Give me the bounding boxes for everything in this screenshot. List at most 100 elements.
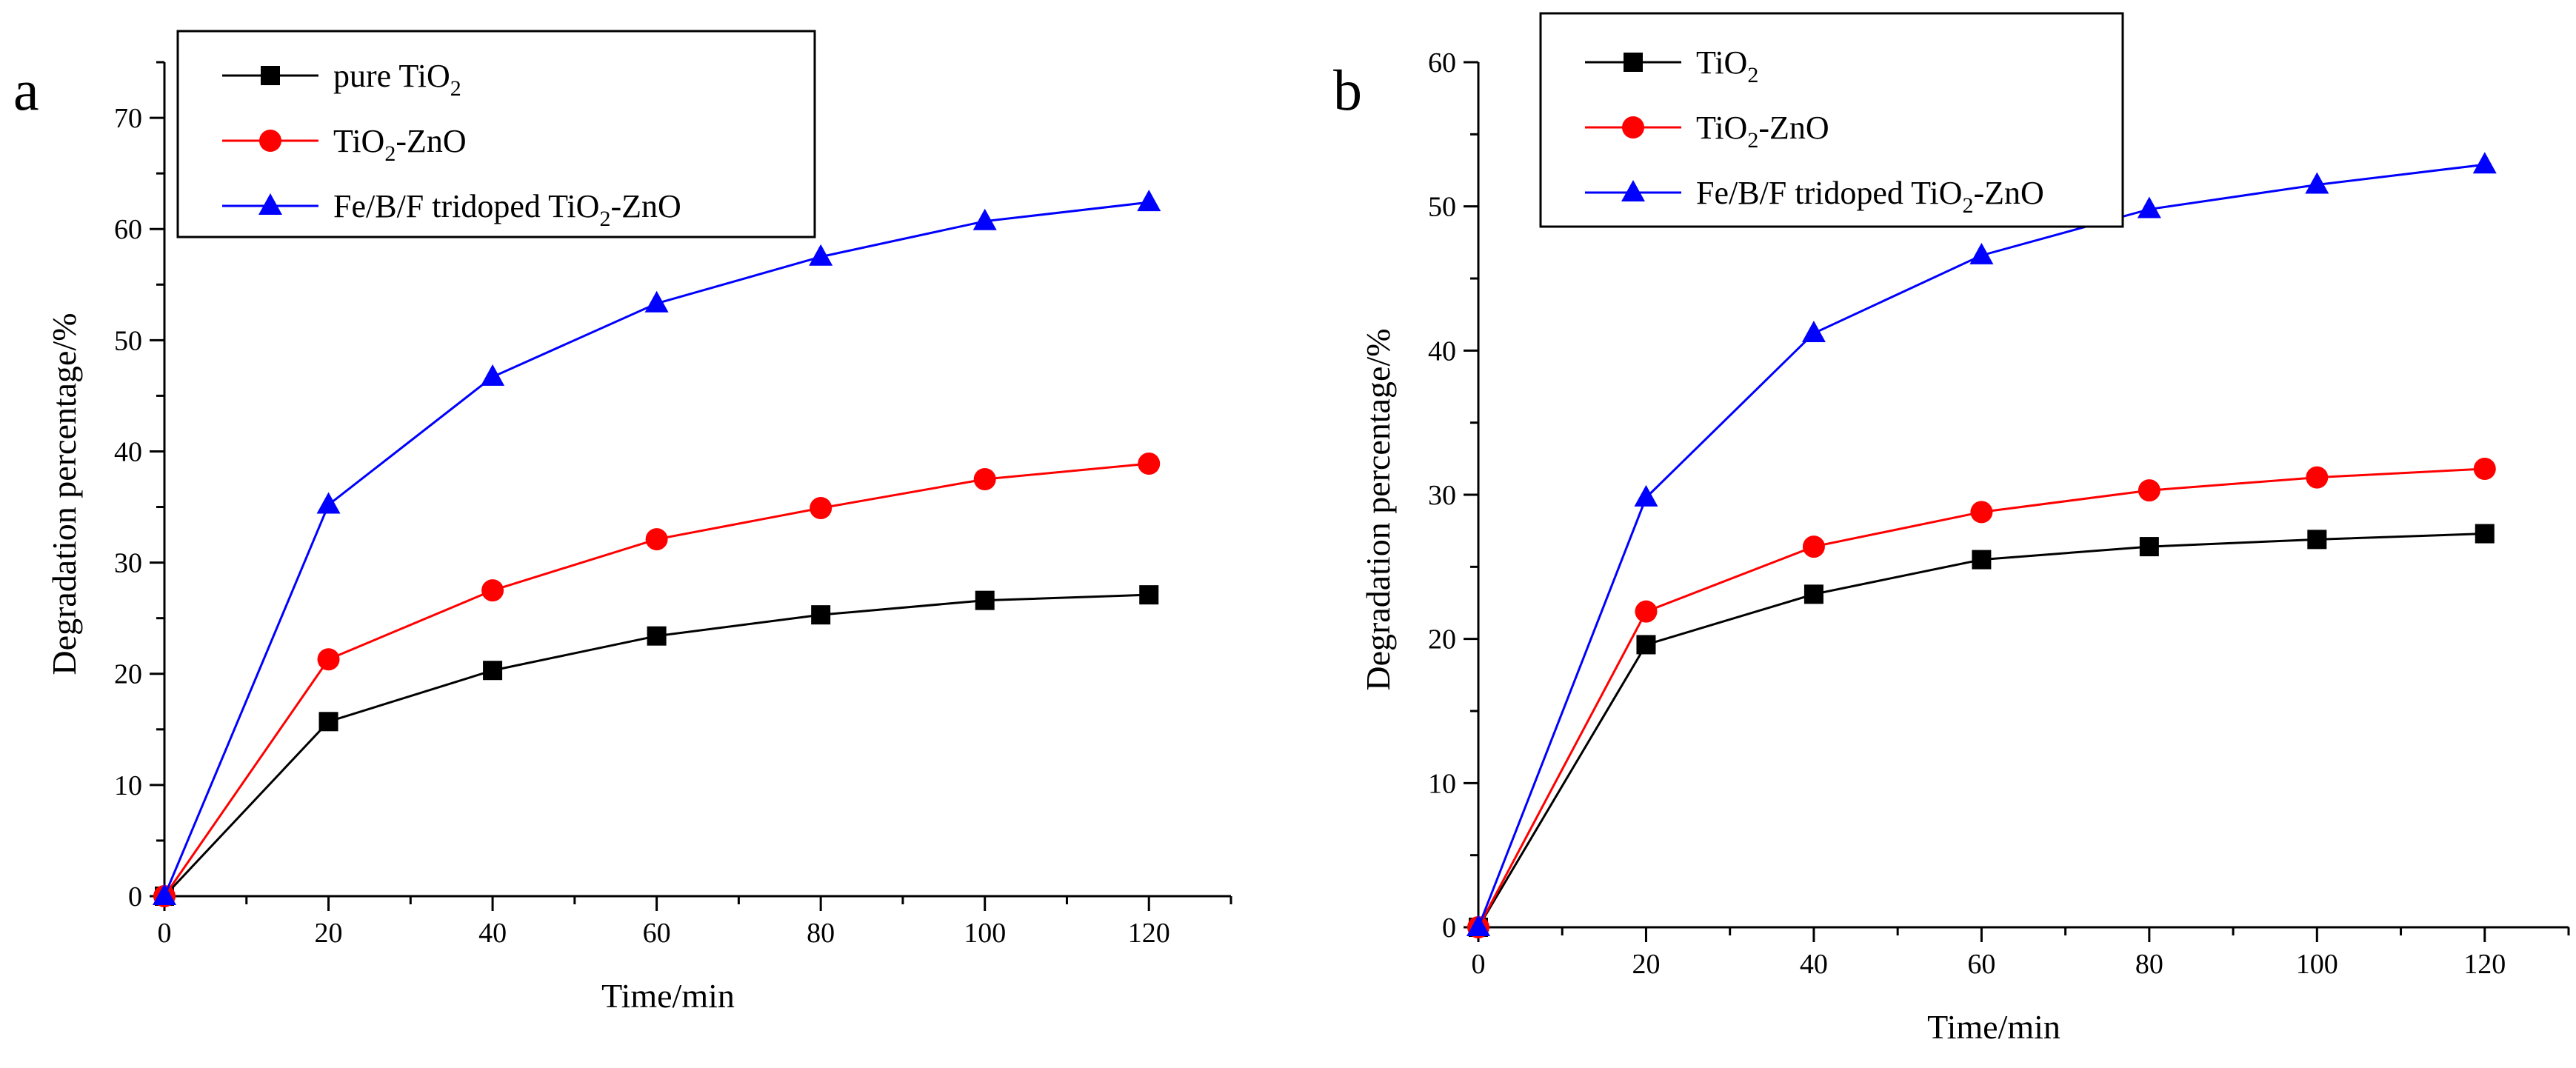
data-point (481, 579, 504, 602)
data-point (1969, 242, 1994, 264)
y-tick-label: 0 (1442, 912, 1456, 944)
data-point (1634, 484, 1658, 507)
data-point (2139, 537, 2159, 557)
series-circle (153, 452, 1161, 907)
data-point (153, 884, 176, 905)
plot-a: 0 20 40 60 80 100 120 0 10 20 30 40 50 60 70 Time/min De… (45, 30, 1232, 1015)
y-tick-label: 50 (1428, 192, 1456, 223)
legend: pure TiO2 TiO2-ZnO Fe/B/F tridoped TiO2-Zn… (176, 30, 816, 238)
y-tick-label: 70 (114, 103, 142, 134)
data-point (1801, 320, 1826, 342)
series-line (1477, 533, 2485, 928)
panel-b: b 0 20 40 60 80 100 120 0 10 20 30 40 50 60 Time/min De… (1333, 12, 2570, 1046)
panel-a: a 0 20 40 60 80 100 120 0 10 20 30 40 50 60 70 Time/min… (13, 30, 1232, 1015)
data-point (2305, 172, 2329, 194)
legend-marker (259, 130, 281, 152)
data-point (2306, 466, 2329, 489)
x-tick-label: 80 (807, 918, 835, 949)
data-point (809, 244, 833, 266)
y-tick-label: 20 (1428, 624, 1456, 655)
legend-marker (1624, 53, 1643, 72)
x-tick-label: 60 (643, 918, 671, 949)
y-axis-title: Degradation percentage/% (45, 313, 83, 675)
data-point (810, 497, 832, 520)
legend-label: TiO2 (1696, 44, 1758, 87)
x-tick-label: 60 (1967, 949, 1995, 980)
data-point (1137, 190, 1161, 212)
legend-label: TiO2-ZnO (333, 123, 467, 166)
y-tick-label: 30 (1428, 480, 1456, 511)
data-point (644, 290, 669, 313)
data-point (1803, 584, 1823, 604)
data-point (1138, 452, 1161, 475)
data-point (972, 208, 997, 230)
y-tick-label: 50 (114, 325, 142, 356)
x-axis-title: Time/min (601, 977, 735, 1015)
data-point (2472, 152, 2497, 174)
y-tick-label: 40 (114, 436, 142, 467)
legend: TiO2 TiO2-ZnO Fe/B/F tridoped TiO2-ZnO (1539, 12, 2124, 228)
series-line (1477, 163, 2485, 928)
x-axis-title: Time/min (1927, 1008, 2061, 1046)
series-square (155, 585, 1159, 906)
series-square (1469, 524, 2495, 937)
series-triangle (1466, 152, 2497, 936)
data-point (647, 626, 667, 646)
legend-label: TiO2-ZnO (1696, 110, 1829, 153)
x-tick-label: 40 (478, 918, 507, 949)
series-triangle (153, 190, 1161, 905)
x-tick-label: 0 (1472, 949, 1486, 980)
y-axis-title: Degradation percentage/% (1359, 328, 1397, 690)
x-tick-label: 120 (1128, 918, 1170, 949)
y-tick-label: 60 (1428, 47, 1456, 79)
data-point (645, 528, 668, 551)
y-tick-label: 0 (128, 881, 142, 912)
data-point (1970, 501, 1993, 524)
data-point (481, 364, 505, 386)
series-circle (1467, 457, 2496, 938)
legend-marker (261, 66, 280, 85)
data-point (1466, 915, 1490, 936)
legend-marker (1622, 116, 1644, 138)
plot-b: 0 20 40 60 80 100 120 0 10 20 30 40 50 60 Time/min Degr… (1359, 12, 2570, 1046)
data-point (2473, 457, 2496, 480)
data-point (318, 712, 338, 732)
y-tick-label: 30 (114, 548, 142, 579)
y-tick-label: 10 (114, 770, 142, 801)
legend-marker (258, 193, 282, 215)
x-tick-label: 40 (1800, 949, 1828, 980)
legend-box (176, 30, 816, 238)
x-tick-label: 20 (315, 918, 343, 949)
data-point (1635, 600, 1658, 623)
panel-letter-b: b (1333, 58, 1362, 122)
legend-label: Fe/B/F tridoped TiO2-ZnO (333, 188, 681, 231)
y-tick-label: 10 (1428, 768, 1456, 799)
data-point (973, 468, 996, 490)
x-tick-label: 0 (158, 918, 172, 949)
data-point (1802, 535, 1825, 558)
legend-label: pure TiO2 (333, 58, 461, 101)
data-point (811, 605, 831, 625)
data-point (975, 590, 995, 610)
legend-marker (1621, 180, 1645, 201)
x-tick-label: 80 (2135, 949, 2163, 980)
data-point (2475, 524, 2495, 544)
data-point (2138, 479, 2160, 502)
panel-letter-a: a (13, 58, 39, 122)
legend-label: Fe/B/F tridoped TiO2-ZnO (1696, 175, 2044, 218)
x-tick-label: 20 (1632, 949, 1660, 980)
y-tick-label: 40 (1428, 336, 1456, 367)
data-point (483, 661, 503, 681)
x-tick-label: 100 (964, 918, 1006, 949)
data-point (317, 648, 340, 671)
data-point (2307, 530, 2327, 550)
y-tick-label: 20 (114, 659, 142, 690)
data-point (1972, 550, 1992, 570)
data-point (1139, 585, 1159, 605)
data-point (2137, 196, 2161, 218)
x-tick-label: 100 (2296, 949, 2338, 980)
x-tick-label: 120 (2463, 949, 2506, 980)
data-point (1636, 635, 1656, 655)
data-point (316, 492, 341, 514)
